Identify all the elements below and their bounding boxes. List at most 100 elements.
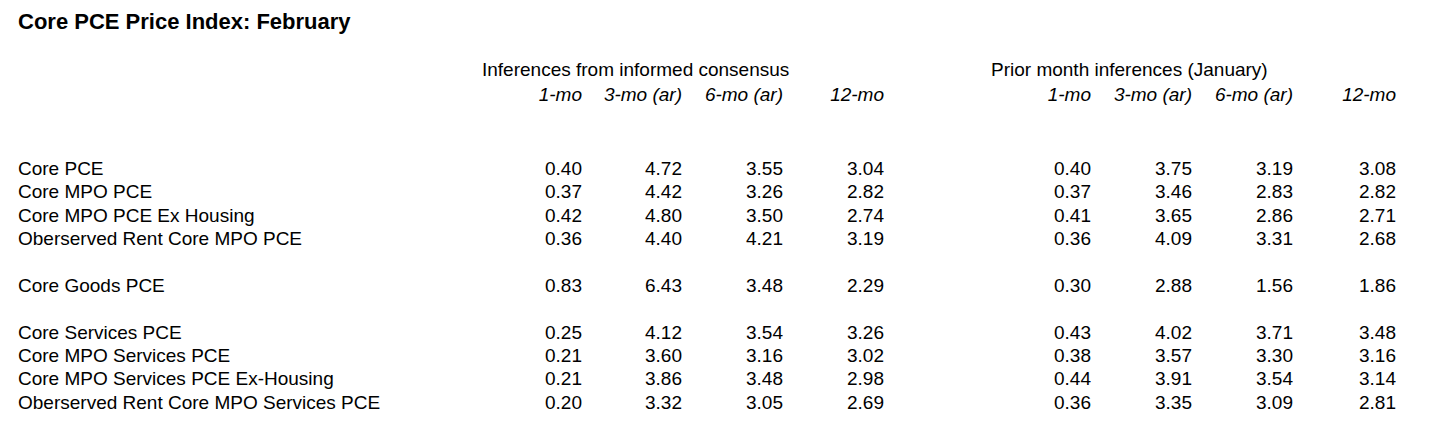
row-label: Core PCE bbox=[18, 157, 482, 180]
col-header-consensus-1mo: 1-mo bbox=[482, 81, 582, 106]
cell-value: 0.83 bbox=[482, 274, 582, 297]
row-label: Oberserved Rent Core MPO PCE bbox=[18, 227, 482, 250]
cell-value: 0.36 bbox=[482, 227, 582, 250]
column-gap bbox=[884, 344, 991, 367]
column-gap bbox=[884, 274, 991, 297]
column-gap bbox=[884, 227, 991, 250]
cell-value: 3.09 bbox=[1192, 391, 1293, 414]
cell-value: 0.20 bbox=[482, 391, 582, 414]
cell-value: 2.86 bbox=[1192, 204, 1293, 227]
col-header-consensus-6mo: 6-mo (ar) bbox=[682, 81, 783, 106]
row-label: Core MPO Services PCE bbox=[18, 344, 482, 367]
cell-value: 3.48 bbox=[682, 274, 783, 297]
column-gap bbox=[884, 81, 991, 106]
table-row: Oberserved Rent Core MPO PCE 0.36 4.40 4… bbox=[18, 227, 1396, 250]
pce-table: Inferences from informed consensus Prior… bbox=[18, 56, 1396, 414]
cell-value: 0.36 bbox=[991, 227, 1091, 250]
column-header-row: 1-mo 3-mo (ar) 6-mo (ar) 12-mo 1-mo 3-mo… bbox=[18, 81, 1396, 106]
cell-value: 0.21 bbox=[482, 344, 582, 367]
cell-value: 0.44 bbox=[991, 368, 1091, 391]
cell-value: 1.86 bbox=[1293, 274, 1396, 297]
cell-value: 2.83 bbox=[1192, 180, 1293, 203]
group-header-consensus: Inferences from informed consensus bbox=[482, 56, 884, 81]
table-row: Core Goods PCE 0.83 6.43 3.48 2.29 0.30 … bbox=[18, 274, 1396, 297]
document-page: Core PCE Price Index: February Inference… bbox=[0, 0, 1429, 431]
cell-value: 2.71 bbox=[1293, 204, 1396, 227]
cell-value: 2.82 bbox=[1293, 180, 1396, 203]
cell-value: 4.80 bbox=[582, 204, 682, 227]
cell-value: 3.46 bbox=[1091, 180, 1192, 203]
cell-value: 3.48 bbox=[1293, 321, 1396, 344]
cell-value: 4.09 bbox=[1091, 227, 1192, 250]
col-header-prior-1mo: 1-mo bbox=[991, 81, 1091, 106]
column-gap bbox=[884, 204, 991, 227]
col-header-prior-6mo: 6-mo (ar) bbox=[1192, 81, 1293, 106]
table-row: Core MPO Services PCE 0.21 3.60 3.16 3.0… bbox=[18, 344, 1396, 367]
cell-value: 4.42 bbox=[582, 180, 682, 203]
cell-value: 1.56 bbox=[1192, 274, 1293, 297]
cell-value: 2.29 bbox=[783, 274, 884, 297]
cell-value: 4.12 bbox=[582, 321, 682, 344]
cell-value: 0.41 bbox=[991, 204, 1091, 227]
cell-value: 3.86 bbox=[582, 368, 682, 391]
cell-value: 0.37 bbox=[991, 180, 1091, 203]
cell-value: 3.54 bbox=[1192, 368, 1293, 391]
cell-value: 0.25 bbox=[482, 321, 582, 344]
cell-value: 3.16 bbox=[682, 344, 783, 367]
cell-value: 3.05 bbox=[682, 391, 783, 414]
cell-value: 3.04 bbox=[783, 157, 884, 180]
cell-value: 3.16 bbox=[1293, 344, 1396, 367]
table-row: Core PCE 0.40 4.72 3.55 3.04 0.40 3.75 3… bbox=[18, 157, 1396, 180]
cell-value: 0.40 bbox=[482, 157, 582, 180]
cell-value: 0.40 bbox=[991, 157, 1091, 180]
cell-value: 0.38 bbox=[991, 344, 1091, 367]
cell-value: 0.30 bbox=[991, 274, 1091, 297]
cell-value: 3.57 bbox=[1091, 344, 1192, 367]
col-header-consensus-12mo: 12-mo bbox=[783, 81, 884, 106]
cell-value: 3.35 bbox=[1091, 391, 1192, 414]
spacer-row bbox=[18, 251, 1396, 274]
cell-value: 2.81 bbox=[1293, 391, 1396, 414]
cell-value: 3.08 bbox=[1293, 157, 1396, 180]
table-row: Core MPO PCE Ex Housing 0.42 4.80 3.50 2… bbox=[18, 204, 1396, 227]
cell-value: 3.71 bbox=[1192, 321, 1293, 344]
cell-value: 2.82 bbox=[783, 180, 884, 203]
cell-value: 3.60 bbox=[582, 344, 682, 367]
row-label: Core Services PCE bbox=[18, 321, 482, 344]
column-gap bbox=[884, 391, 991, 414]
table-row: Core MPO PCE 0.37 4.42 3.26 2.82 0.37 3.… bbox=[18, 180, 1396, 203]
cell-value: 4.02 bbox=[1091, 321, 1192, 344]
cell-value: 4.21 bbox=[682, 227, 783, 250]
cell-value: 3.19 bbox=[783, 227, 884, 250]
cell-value: 3.19 bbox=[1192, 157, 1293, 180]
column-gap bbox=[884, 56, 991, 81]
cell-value: 4.40 bbox=[582, 227, 682, 250]
spacer-row bbox=[18, 297, 1396, 320]
group-header-prior: Prior month inferences (January) bbox=[991, 56, 1396, 81]
cell-value: 0.37 bbox=[482, 180, 582, 203]
table-row: Core Services PCE 0.25 4.12 3.54 3.26 0.… bbox=[18, 321, 1396, 344]
row-label: Core MPO Services PCE Ex-Housing bbox=[18, 368, 482, 391]
cell-value: 3.48 bbox=[682, 368, 783, 391]
cell-value: 2.88 bbox=[1091, 274, 1192, 297]
spacer-row bbox=[18, 106, 1396, 157]
cell-value: 3.54 bbox=[682, 321, 783, 344]
cell-value: 0.43 bbox=[991, 321, 1091, 344]
row-label: Core Goods PCE bbox=[18, 274, 482, 297]
cell-value: 3.55 bbox=[682, 157, 783, 180]
cell-value: 3.31 bbox=[1192, 227, 1293, 250]
cell-value: 0.21 bbox=[482, 368, 582, 391]
column-gap bbox=[884, 321, 991, 344]
cell-value: 3.91 bbox=[1091, 368, 1192, 391]
cell-value: 2.98 bbox=[783, 368, 884, 391]
row-label: Core MPO PCE Ex Housing bbox=[18, 204, 482, 227]
cell-value: 3.65 bbox=[1091, 204, 1192, 227]
cell-value: 3.26 bbox=[682, 180, 783, 203]
col-header-consensus-3mo: 3-mo (ar) bbox=[582, 81, 682, 106]
table-row: Oberserved Rent Core MPO Services PCE 0.… bbox=[18, 391, 1396, 414]
cell-value: 0.42 bbox=[482, 204, 582, 227]
cell-value: 6.43 bbox=[582, 274, 682, 297]
column-gap bbox=[884, 180, 991, 203]
row-label: Oberserved Rent Core MPO Services PCE bbox=[18, 391, 482, 414]
cell-value: 2.74 bbox=[783, 204, 884, 227]
